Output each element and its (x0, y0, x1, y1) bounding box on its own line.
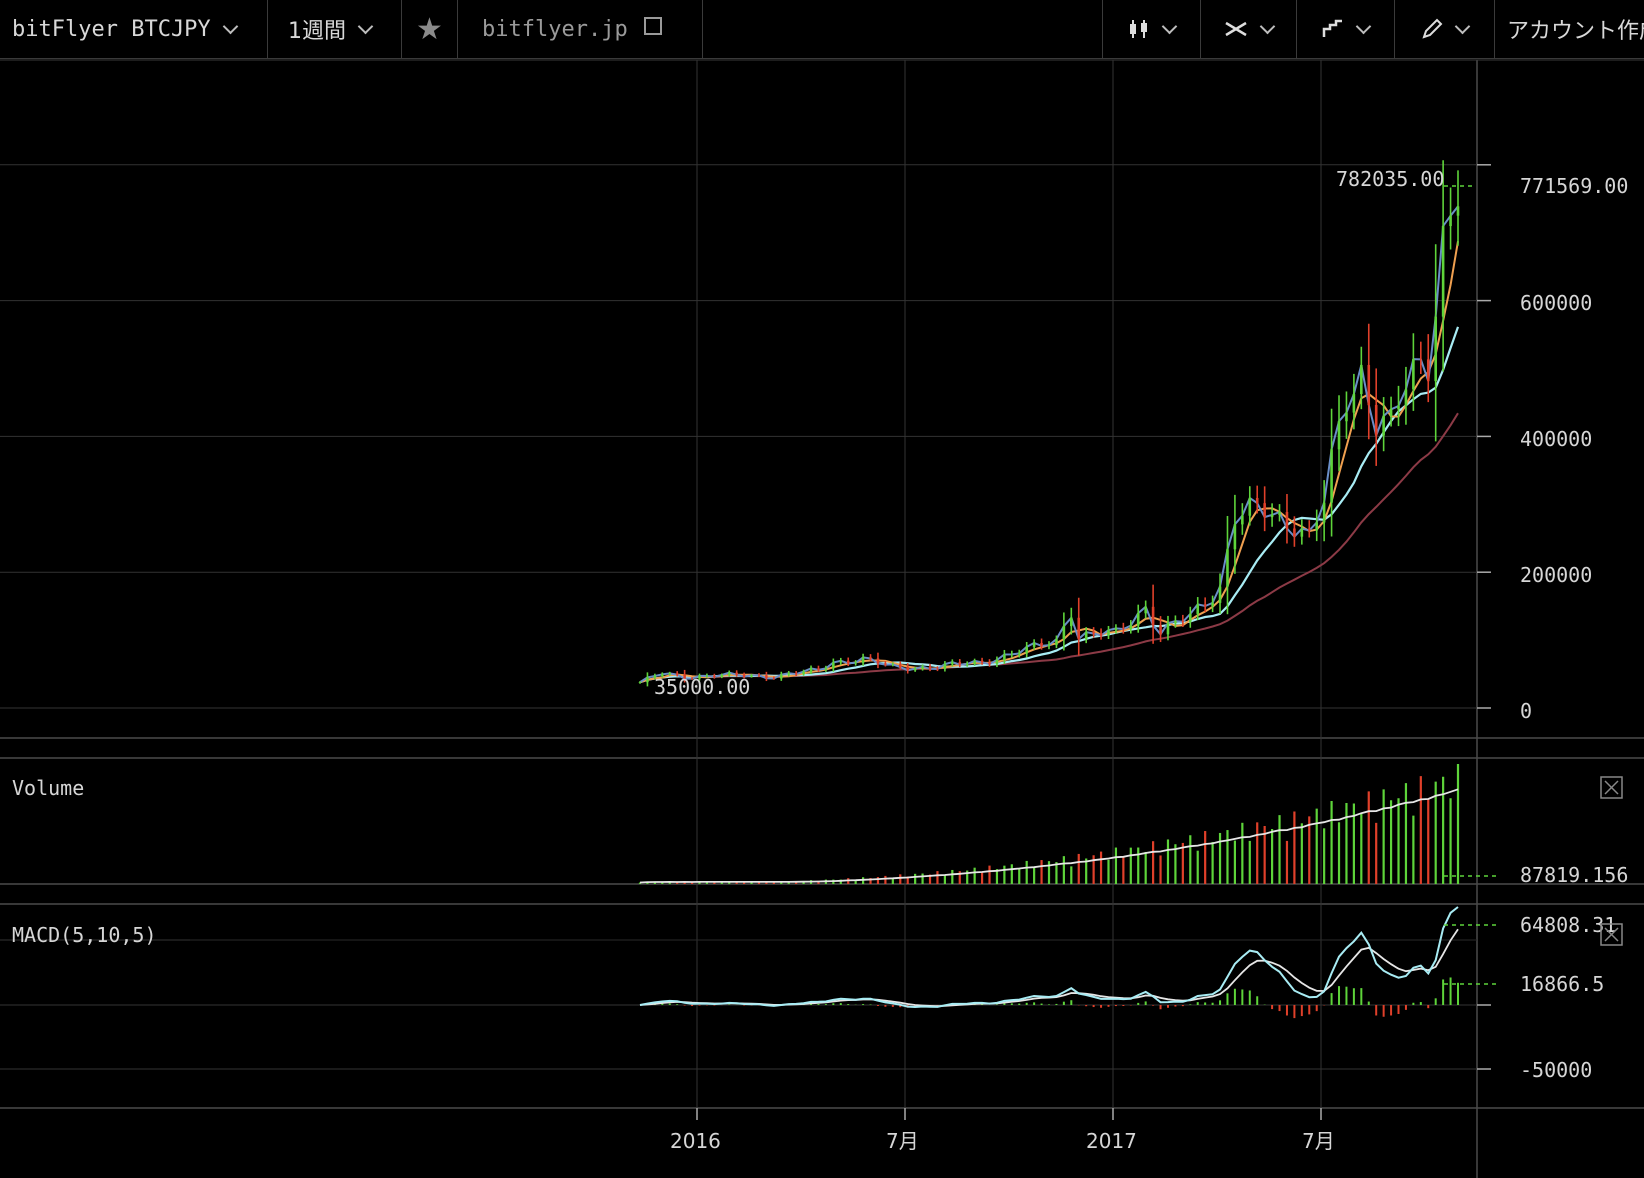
macd-line (639, 906, 1459, 1009)
close-price-line (639, 205, 1459, 684)
ma-mid-line (639, 326, 1460, 684)
x-label-jul-2017: 7月 (1302, 1129, 1335, 1153)
interval-label: 1週間 (288, 19, 346, 44)
volume-title: Volume (12, 776, 84, 800)
account-create-label: アカウント作成 (1507, 19, 1644, 44)
volume-close-icon[interactable] (1600, 776, 1623, 799)
chevron-down-icon (357, 18, 374, 34)
chevron-down-icon (1259, 18, 1276, 34)
volume-bars (638, 764, 1460, 884)
top-toolbar: bitFlyer BTCJPY 1週間 ★ bitflyer.jp (0, 0, 1644, 59)
high-label: 782035.00 (1336, 167, 1444, 191)
macd-tick: -50000 (1520, 1058, 1592, 1082)
external-link-icon (643, 17, 662, 35)
macd-close-icon[interactable] (1600, 923, 1623, 946)
y-tick-0: 0 (1520, 699, 1532, 723)
macd-signal-line (639, 928, 1459, 1008)
y-tick-400000: 400000 (1520, 427, 1592, 451)
moving-average-lines (639, 185, 1496, 877)
chart-type-button[interactable] (1102, 0, 1201, 58)
favorite-button[interactable]: ★ (402, 0, 458, 58)
chevron-down-icon (1161, 18, 1178, 34)
indicators-icon (1225, 21, 1247, 37)
volume-last-value: 87819.156 (1520, 863, 1628, 887)
symbol-label: bitFlyer BTCJPY (12, 16, 211, 42)
ma-fast-line (639, 241, 1459, 684)
chevron-down-icon (1355, 18, 1372, 34)
candles-icon (1130, 20, 1147, 38)
volume-ma-line (639, 788, 1459, 884)
macd-value: 64808.31 (1520, 913, 1616, 937)
indicators-button[interactable] (1201, 0, 1297, 58)
chevron-down-icon (1454, 18, 1471, 34)
x-label-2016: 2016 (670, 1129, 721, 1153)
low-label: 35000.00 (654, 675, 750, 699)
grid-lines (0, 59, 1644, 1178)
step-line-icon (1322, 19, 1342, 37)
compare-button[interactable] (1297, 0, 1395, 58)
symbol-selector[interactable]: bitFlyer BTCJPY (0, 0, 268, 58)
y-tick-600000: 600000 (1520, 291, 1592, 315)
macd-signal-value: 16866.5 (1520, 972, 1604, 996)
site-link[interactable]: bitflyer.jp (458, 0, 703, 58)
drawing-tools-button[interactable] (1395, 0, 1495, 58)
account-create-button[interactable]: アカウント作成 (1495, 0, 1644, 58)
macd-series (639, 906, 1496, 1019)
x-label-jul-2016: 7月 (886, 1129, 919, 1153)
chevron-down-icon (222, 18, 238, 34)
site-label: bitflyer.jp (482, 16, 628, 42)
pencil-icon (1422, 18, 1443, 39)
interval-selector[interactable]: 1週間 (268, 0, 402, 58)
x-label-2017: 2017 (1086, 1129, 1137, 1153)
star-icon: ★ (416, 11, 443, 47)
macd-title: MACD(5,10,5) (12, 923, 157, 947)
last-price-label: 771569.00 (1520, 174, 1628, 198)
y-tick-200000: 200000 (1520, 563, 1592, 587)
candlestick-series (638, 160, 1460, 687)
